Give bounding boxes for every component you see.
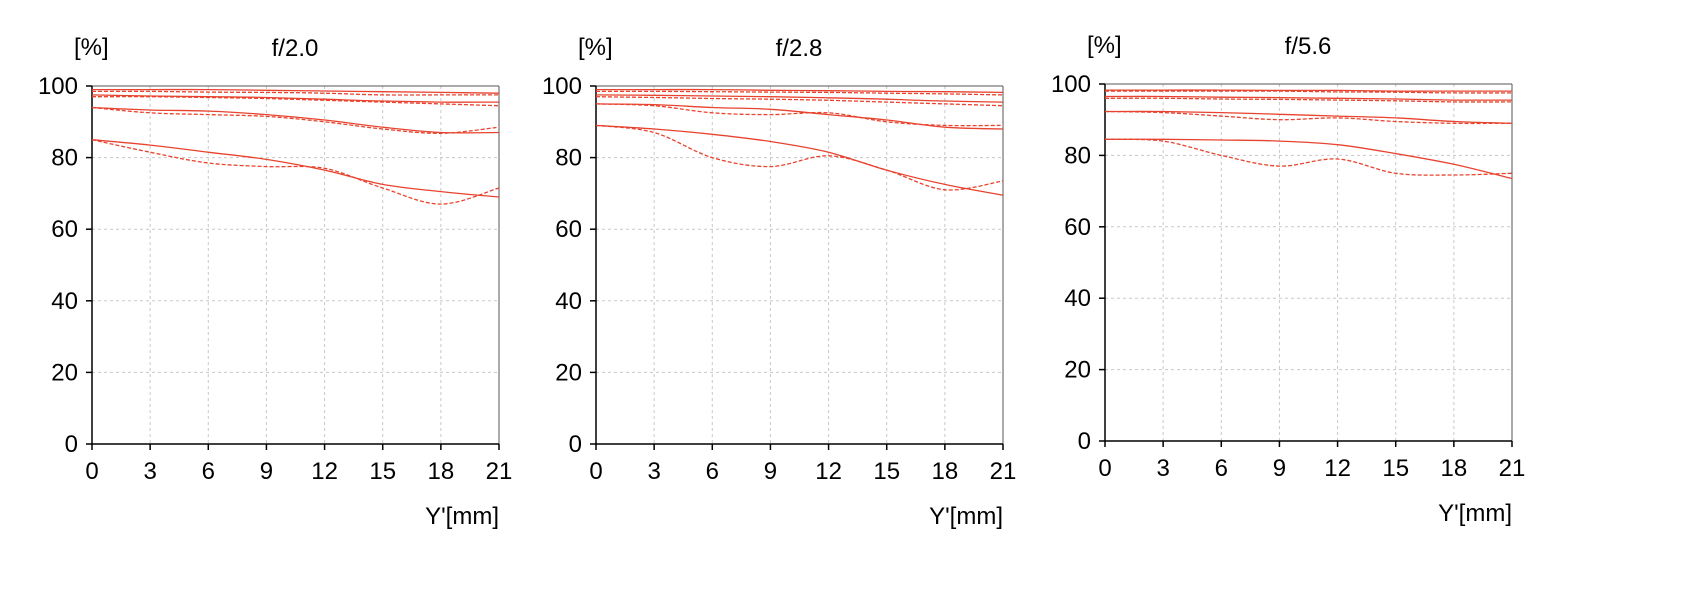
series-line-7-solid (91, 139, 500, 198)
y-tick-label: 0 (1078, 428, 1091, 455)
series-line-7-solid (595, 124, 1004, 196)
series-line-5-solid (595, 103, 1004, 130)
series-line-2-dashed (91, 90, 499, 96)
y-tick-label: 40 (1064, 285, 1091, 312)
chart-title: f/2.0 (272, 35, 319, 62)
x-tick-label: 21 (1499, 455, 1526, 482)
x-tick-label: 12 (1324, 455, 1351, 482)
y-tick-label: 20 (51, 359, 78, 386)
series-line-3-solid (1104, 95, 1513, 101)
y-tick-label: 80 (1064, 142, 1091, 169)
x-tick-label: 6 (1215, 455, 1228, 482)
series-line-8-dashed (1104, 138, 1513, 176)
x-tick-label: 18 (428, 458, 455, 485)
series-line-3-solid (595, 94, 1004, 103)
x-tick-label: 6 (202, 458, 215, 485)
x-tick-label: 9 (260, 458, 273, 485)
y-tick-label: 100 (1051, 71, 1091, 98)
series-line-2-dashed (1104, 90, 1513, 94)
x-tick-label: 6 (706, 458, 719, 485)
x-tick-label: 0 (1098, 455, 1111, 482)
y-tick-label: 100 (542, 73, 582, 100)
x-axis-label: Y'[mm] (425, 503, 499, 530)
series-line-1-solid (92, 88, 500, 94)
x-axis-label: Y'[mm] (929, 503, 1003, 530)
x-tick-label: 21 (486, 458, 513, 485)
chart-title: f/5.6 (1285, 33, 1332, 60)
x-tick-label: 18 (932, 458, 959, 485)
series-line-4-dashed (91, 96, 500, 107)
x-tick-label: 18 (1441, 455, 1468, 482)
series-line-7-solid (1104, 138, 1513, 180)
x-tick-label: 0 (589, 458, 602, 485)
y-tick-label: 60 (51, 216, 78, 243)
x-tick-label: 3 (1156, 455, 1169, 482)
y-axis-unit: [%] (1087, 32, 1122, 59)
y-tick-label: 40 (555, 288, 582, 315)
x-tick-label: 21 (990, 458, 1017, 485)
y-tick-label: 60 (1064, 214, 1091, 241)
y-tick-label: 100 (38, 73, 78, 100)
series-line-1-solid (596, 88, 1004, 94)
y-tick-label: 80 (51, 145, 78, 172)
chart-panel-3: 0 20 40 60 80 100 0 3 6 9 12 15 18 21 f/5.6 [%] Y'[mm] (1051, 32, 1525, 527)
y-tick-label: 60 (555, 216, 582, 243)
series-line-8-dashed (91, 139, 500, 205)
series-line-5-solid (91, 106, 500, 134)
chart-title: f/2.8 (776, 35, 823, 62)
series-line-6-dashed (1104, 110, 1513, 125)
y-axis-unit: [%] (74, 34, 109, 61)
x-tick-label: 15 (1382, 455, 1409, 482)
y-tick-label: 20 (555, 359, 582, 386)
series-line-1-solid (1104, 89, 1512, 92)
x-axis-label: Y'[mm] (1438, 500, 1512, 527)
y-tick-label: 0 (569, 431, 582, 458)
series-line-6-dashed (595, 103, 1004, 127)
x-tick-label: 15 (369, 458, 396, 485)
chart-panel-2: 0 20 40 60 80 100 0 3 6 9 12 15 18 21 f/2.8 [%] Y'[mm] (542, 34, 1016, 530)
series-line-2-dashed (595, 90, 1004, 96)
x-tick-label: 9 (764, 458, 777, 485)
series-line-5-solid (1104, 110, 1513, 124)
series-line-4-dashed (1104, 97, 1513, 103)
x-tick-label: 0 (85, 458, 98, 485)
x-tick-label: 3 (647, 458, 660, 485)
x-tick-label: 15 (873, 458, 900, 485)
y-axis-unit: [%] (578, 34, 613, 61)
series-line-8-dashed (595, 124, 1004, 191)
x-tick-label: 3 (143, 458, 156, 485)
chart-panel-1: 0 20 40 60 80 100 0 3 6 9 12 15 18 21 f/2.0 [%] Y'[mm] (38, 34, 512, 530)
series-line-4-dashed (595, 96, 1004, 107)
x-tick-label: 9 (1273, 455, 1286, 482)
x-tick-label: 12 (815, 458, 842, 485)
y-tick-label: 40 (51, 288, 78, 315)
series-line-3-solid (91, 94, 500, 103)
series-line-6-dashed (91, 106, 500, 134)
y-tick-label: 0 (65, 431, 78, 458)
y-tick-label: 20 (1064, 357, 1091, 384)
x-tick-label: 12 (311, 458, 338, 485)
y-tick-label: 80 (555, 145, 582, 172)
